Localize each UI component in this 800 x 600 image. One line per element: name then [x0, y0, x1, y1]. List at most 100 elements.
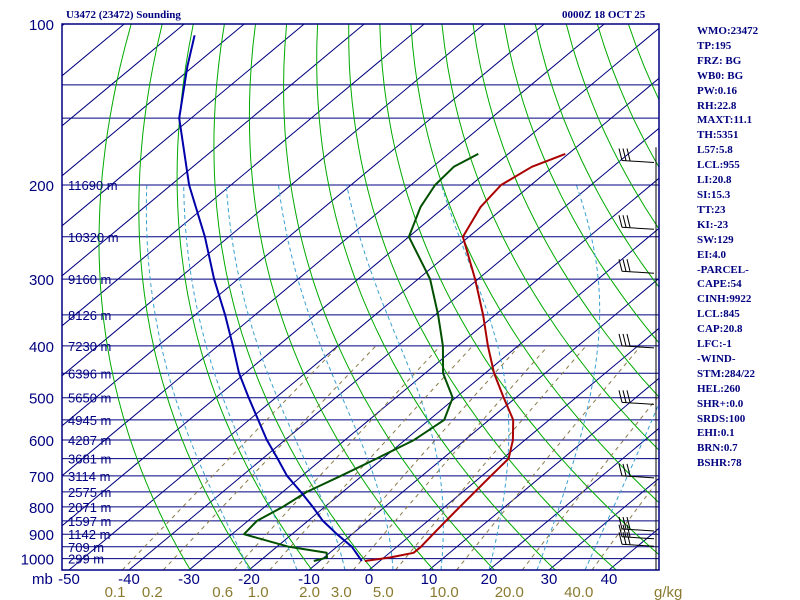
mixing-ratio-label: 40.0 [564, 584, 593, 600]
index-item: SW:129 [697, 233, 734, 246]
wind-barb-staff [621, 528, 655, 532]
moist-adiabat-line [183, 184, 298, 570]
index-item: EHI:0.1 [697, 427, 735, 440]
index-item: -PARCEL- [697, 263, 749, 276]
x-axis-unit: mb [32, 571, 53, 588]
wind-barb-staff [621, 543, 655, 547]
mixing-ratio-label: 0.6 [212, 584, 233, 600]
mixing-ratio-label: 2.0 [299, 584, 320, 600]
wind-barb-feather [618, 524, 623, 537]
index-item: BSHR:78 [697, 457, 742, 470]
height-label: 709 m [68, 540, 104, 555]
dry-adiabat-line [441, 24, 659, 451]
isotherm-line [62, 24, 245, 177]
pressure-tick-label: 100 [29, 17, 54, 34]
grid-lines [62, 24, 800, 570]
pressure-tick-label: 700 [29, 469, 54, 486]
index-item: L57:5.8 [697, 144, 733, 157]
wind-barb-staff [621, 226, 655, 230]
mixing-ratio-label: 20.0 [495, 584, 524, 600]
index-item: FRZ: BG [697, 54, 742, 67]
temperature-tick-label: 30 [541, 571, 558, 588]
mixing-ratio-label: 3.0 [331, 584, 352, 600]
mixing-ratio-line [352, 345, 549, 570]
mixing-ratio-line [162, 345, 377, 570]
index-item: CAP:20.8 [697, 323, 743, 336]
moist-adiabat-line [278, 184, 394, 570]
moist-adiabat-line [346, 184, 444, 570]
index-item: CINH:9922 [697, 293, 752, 306]
parcel-profile-line [178, 35, 363, 562]
mixing-ratio-label: 0.1 [105, 584, 126, 600]
temperature-tick-label: -10 [298, 571, 320, 588]
wind-barb-staff [621, 536, 655, 540]
index-item: LI:20.8 [697, 174, 732, 187]
pressure-tick-label: 200 [29, 178, 54, 195]
dry-adiabat-line [784, 24, 800, 570]
valid-time: 0000Z 18 OCT 25 [562, 9, 646, 21]
dry-adiabat-line [472, 24, 659, 398]
isotherm-line [488, 427, 659, 570]
height-label: 4945 m [68, 413, 111, 428]
isotherm-line [62, 24, 65, 27]
mixing-ratio-unit: g/kg [654, 584, 682, 600]
wind-barb [618, 259, 655, 274]
index-item: BRN:0.7 [697, 442, 738, 455]
wind-barb-staff [621, 345, 655, 349]
moist-adiabat-line [145, 184, 250, 570]
height-label: 11690 m [68, 178, 118, 193]
index-item: SRDS:100 [697, 412, 746, 425]
isotherm-line [62, 24, 485, 377]
wind-barb [618, 148, 655, 163]
isotherm-line [308, 277, 659, 570]
temperature-tick-label: 20 [481, 571, 498, 588]
isotherm-line [62, 27, 659, 527]
plot-background [62, 24, 659, 570]
isotherm-line [128, 127, 659, 570]
isotherm-line [188, 177, 659, 570]
wind-barb-feather [626, 215, 631, 228]
dry-adiabat-line [534, 24, 659, 288]
isotherm-line [62, 24, 305, 227]
isotherm-line [62, 24, 425, 327]
temperature-tick-label: -50 [58, 571, 80, 588]
wind-barb-feather [626, 524, 631, 537]
isotherm-line [548, 477, 659, 570]
indices-panel: WMO:23472 TP:195 FRZ: BG WB0: BG PW:0.16 RH:2… [697, 24, 758, 471]
index-item: WB0: BG [697, 69, 744, 82]
dewpoint-profile-line [243, 153, 479, 562]
moist-adiabat-line [536, 184, 601, 570]
dry-adiabat-line [176, 24, 313, 570]
wind-barb-feather [626, 516, 631, 530]
dry-adiabat-line [316, 24, 556, 570]
mixing-ratio-line [233, 345, 441, 570]
index-item: WMO:23472 [697, 25, 759, 37]
isotherm-line [68, 77, 659, 570]
dry-adiabat-line [248, 24, 435, 570]
height-label: 10320 m [68, 230, 119, 245]
height-label: 1597 m [68, 514, 111, 529]
mixing-ratio-line [320, 345, 520, 570]
index-item: CAPE:54 [697, 278, 742, 291]
wind-barb-staff [621, 270, 655, 274]
dry-adiabat-line [753, 24, 800, 570]
wind-barb-feather [622, 259, 627, 272]
wind-barb-feather [626, 148, 631, 161]
index-item: LCL:845 [697, 308, 740, 321]
height-label: 9160 m [68, 272, 111, 287]
mixing-ratio-line [269, 345, 474, 570]
height-labels: 11690 m 10320 m 9160 m 8126 m 7230 m 6396 m 56… [68, 178, 119, 567]
height-label: 7230 m [68, 339, 111, 354]
wind-barb-staff [621, 401, 655, 405]
wind-barb-feather [622, 333, 627, 347]
dry-adiabat-line [283, 24, 495, 570]
index-item: LFC:-1 [697, 338, 732, 351]
wind-barb-feather [626, 390, 631, 403]
temperature-profile-line [364, 152, 566, 562]
wind-barb [618, 333, 655, 349]
mixing-ratio-label: 0.2 [142, 584, 163, 600]
isotherm-line [62, 24, 365, 277]
wind-barb-feather [622, 463, 627, 476]
pressure-tick-label: 300 [29, 272, 54, 289]
